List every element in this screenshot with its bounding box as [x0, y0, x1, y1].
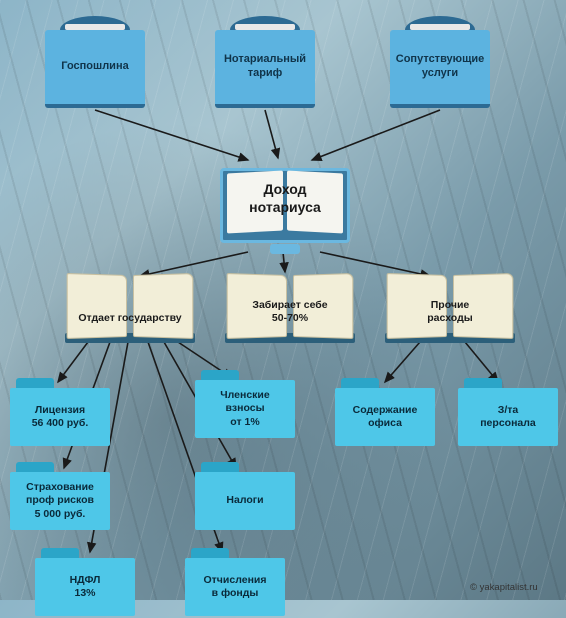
folder-label: Страхованиепроф рисков5 000 руб. [26, 481, 94, 520]
credit-text: © yakapitalist.ru [470, 582, 538, 593]
folder-label: Членскиевзносыот 1% [220, 389, 269, 428]
source-label: Нотариальный тариф [219, 53, 311, 81]
source-book-2: Сопутствующие услуги [390, 28, 490, 118]
branch-book-2: Прочиерасходы [385, 268, 515, 343]
center-book: Доходнотариуса [220, 160, 350, 250]
folder-3-1: Отчисленияв фонды [185, 548, 285, 618]
branch-label: Отдает государству [78, 312, 181, 324]
folder-label: Содержаниеофиса [353, 404, 418, 430]
source-label: Сопутствующие услуги [394, 53, 486, 81]
branch-label: Забирает себе50-70% [252, 299, 327, 324]
folder-1-1: Членскиевзносыот 1% [195, 370, 295, 440]
branch-book-1: Забирает себе50-70% [225, 268, 355, 343]
folder-1-2: Содержаниеофиса [335, 378, 435, 448]
folder-label: Отчисленияв фонды [204, 574, 267, 600]
folder-label: З/таперсонала [480, 404, 536, 430]
folder-2-1: Налоги [195, 462, 295, 532]
folder-label: Налоги [226, 494, 263, 507]
source-book-0: Госпошлина [45, 28, 145, 118]
folder-label: НДФЛ13% [70, 574, 101, 600]
folder-2-0: Страхованиепроф рисков5 000 руб. [10, 462, 110, 532]
folder-1-3: З/таперсонала [458, 378, 558, 448]
source-label: Госпошлина [61, 60, 128, 74]
source-book-1: Нотариальный тариф [215, 28, 315, 118]
center-label: Доходнотариуса [249, 181, 321, 215]
branch-label: Прочиерасходы [427, 299, 472, 324]
folder-label: Лицензия56 400 руб. [32, 404, 89, 430]
branch-book-0: Отдает государству [65, 268, 195, 343]
folder-1-0: Лицензия56 400 руб. [10, 378, 110, 448]
folder-3-0: НДФЛ13% [35, 548, 135, 618]
